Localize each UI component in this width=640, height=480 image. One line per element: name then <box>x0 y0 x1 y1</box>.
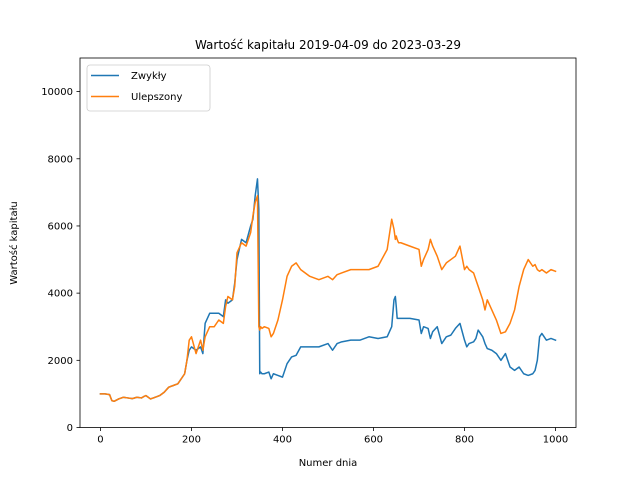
chart-title: Wartość kapitału 2019-04-09 do 2023-03-2… <box>195 38 461 52</box>
plot-frame <box>79 57 577 428</box>
series-group <box>99 178 557 403</box>
legend-box <box>86 64 211 112</box>
x-tick-label: 800 <box>455 435 474 446</box>
series-line-ulepszony <box>99 194 557 403</box>
x-tick-label: 400 <box>273 435 292 446</box>
x-axis-label: Numer dnia <box>299 458 358 469</box>
plot-area <box>79 57 577 428</box>
y-tick-label: 8000 <box>48 154 73 165</box>
y-tick-label: 0 <box>67 423 73 434</box>
x-tick-label: 1000 <box>543 435 568 446</box>
y-axis-label: Wartość kapitału <box>8 201 20 285</box>
y-tick-label: 10000 <box>41 87 73 98</box>
legend-label-zwykly: Zwykły <box>131 71 167 82</box>
legend-label-ulepszony: Ulepszony <box>131 92 183 103</box>
y-tick-label: 6000 <box>48 221 73 232</box>
y-axis: 0 2000 4000 6000 8000 10000 <box>41 87 80 434</box>
x-tick-label: 0 <box>97 435 103 446</box>
y-tick-label: 4000 <box>48 289 73 300</box>
x-tick-label: 200 <box>182 435 201 446</box>
legend: Zwykły Ulepszony <box>86 64 211 112</box>
x-tick-label: 600 <box>364 435 383 446</box>
x-axis: 0 200 400 600 800 1000 <box>97 427 568 446</box>
y-tick-label: 2000 <box>48 356 73 367</box>
